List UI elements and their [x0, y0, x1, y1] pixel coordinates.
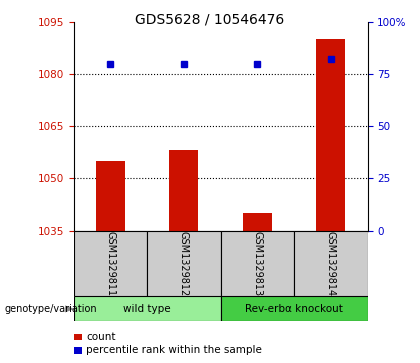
Bar	[74, 347, 82, 354]
Text: GSM1329812: GSM1329812	[179, 231, 189, 296]
Text: GSM1329814: GSM1329814	[326, 231, 336, 296]
Text: GSM1329811: GSM1329811	[105, 231, 115, 296]
Bar	[169, 151, 199, 231]
Bar	[220, 296, 368, 321]
Bar	[74, 231, 147, 296]
Text: GSM1329813: GSM1329813	[252, 231, 262, 296]
Text: count: count	[86, 331, 116, 342]
Polygon shape	[65, 305, 74, 313]
Bar	[74, 334, 82, 340]
Bar	[147, 231, 220, 296]
Text: genotype/variation: genotype/variation	[4, 303, 97, 314]
Bar	[74, 296, 220, 321]
Bar	[294, 231, 368, 296]
Bar	[220, 231, 294, 296]
Bar	[243, 213, 272, 231]
Bar	[316, 39, 346, 231]
Text: wild type: wild type	[123, 303, 171, 314]
Text: percentile rank within the sample: percentile rank within the sample	[86, 345, 262, 355]
Text: Rev-erbα knockout: Rev-erbα knockout	[245, 303, 343, 314]
Text: GDS5628 / 10546476: GDS5628 / 10546476	[135, 13, 285, 27]
Bar	[96, 161, 125, 231]
